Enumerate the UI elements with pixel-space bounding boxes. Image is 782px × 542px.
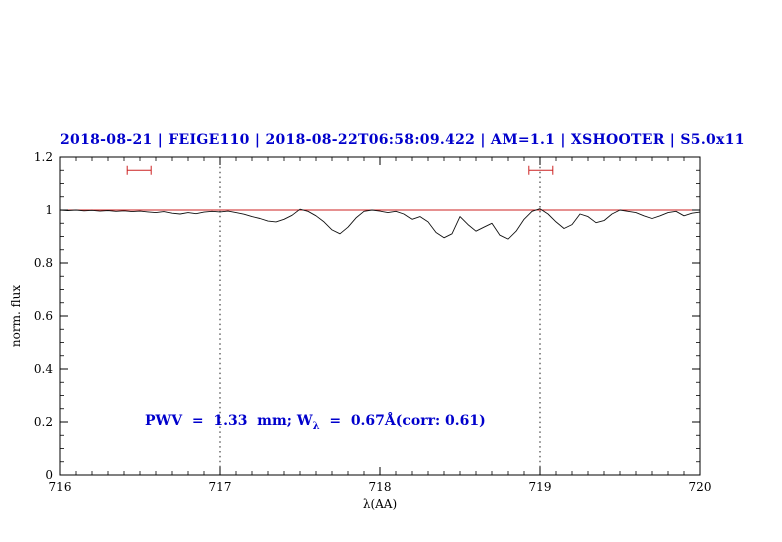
x-tick-label: 717 [209, 480, 232, 494]
band-marker [126, 165, 152, 175]
pwv-lambda-subscript: λ [312, 420, 320, 432]
pwv-text-suffix: = 0.67Å(corr: 0.61) [319, 413, 486, 429]
x-tick-label: 719 [529, 480, 552, 494]
y-tick-label: 1 [45, 203, 53, 217]
y-tick-label: 0 [45, 468, 53, 482]
y-tick-label: 0.4 [34, 362, 53, 376]
y-tick-label: 1.2 [34, 150, 53, 164]
x-axis: 716 717 718 719 720 [49, 157, 712, 494]
x-axis-label: λ(AA) [363, 497, 397, 511]
band-marker [528, 165, 554, 175]
y-axis: 0 0.2 0.4 0.6 0.8 1 1.2 [34, 150, 700, 482]
y-tick-label: 0.8 [34, 256, 53, 270]
y-tick-label: 0.2 [34, 415, 53, 429]
y-tick-label: 0.6 [34, 309, 53, 323]
x-tick-label: 716 [49, 480, 72, 494]
y-axis-label: norm. flux [9, 285, 23, 347]
pwv-annotation: PWV = 1.33 mm; Wλ = 0.67Å(corr: 0.61) [145, 413, 486, 432]
x-tick-label: 720 [689, 480, 712, 494]
x-tick-label: 718 [369, 480, 392, 494]
plot-title: 2018-08-21 | FEIGE110 | 2018-08-22T06:58… [60, 132, 745, 148]
spectrum-line [59, 208, 701, 240]
pwv-text-prefix: PWV = 1.33 mm; W [145, 413, 313, 429]
